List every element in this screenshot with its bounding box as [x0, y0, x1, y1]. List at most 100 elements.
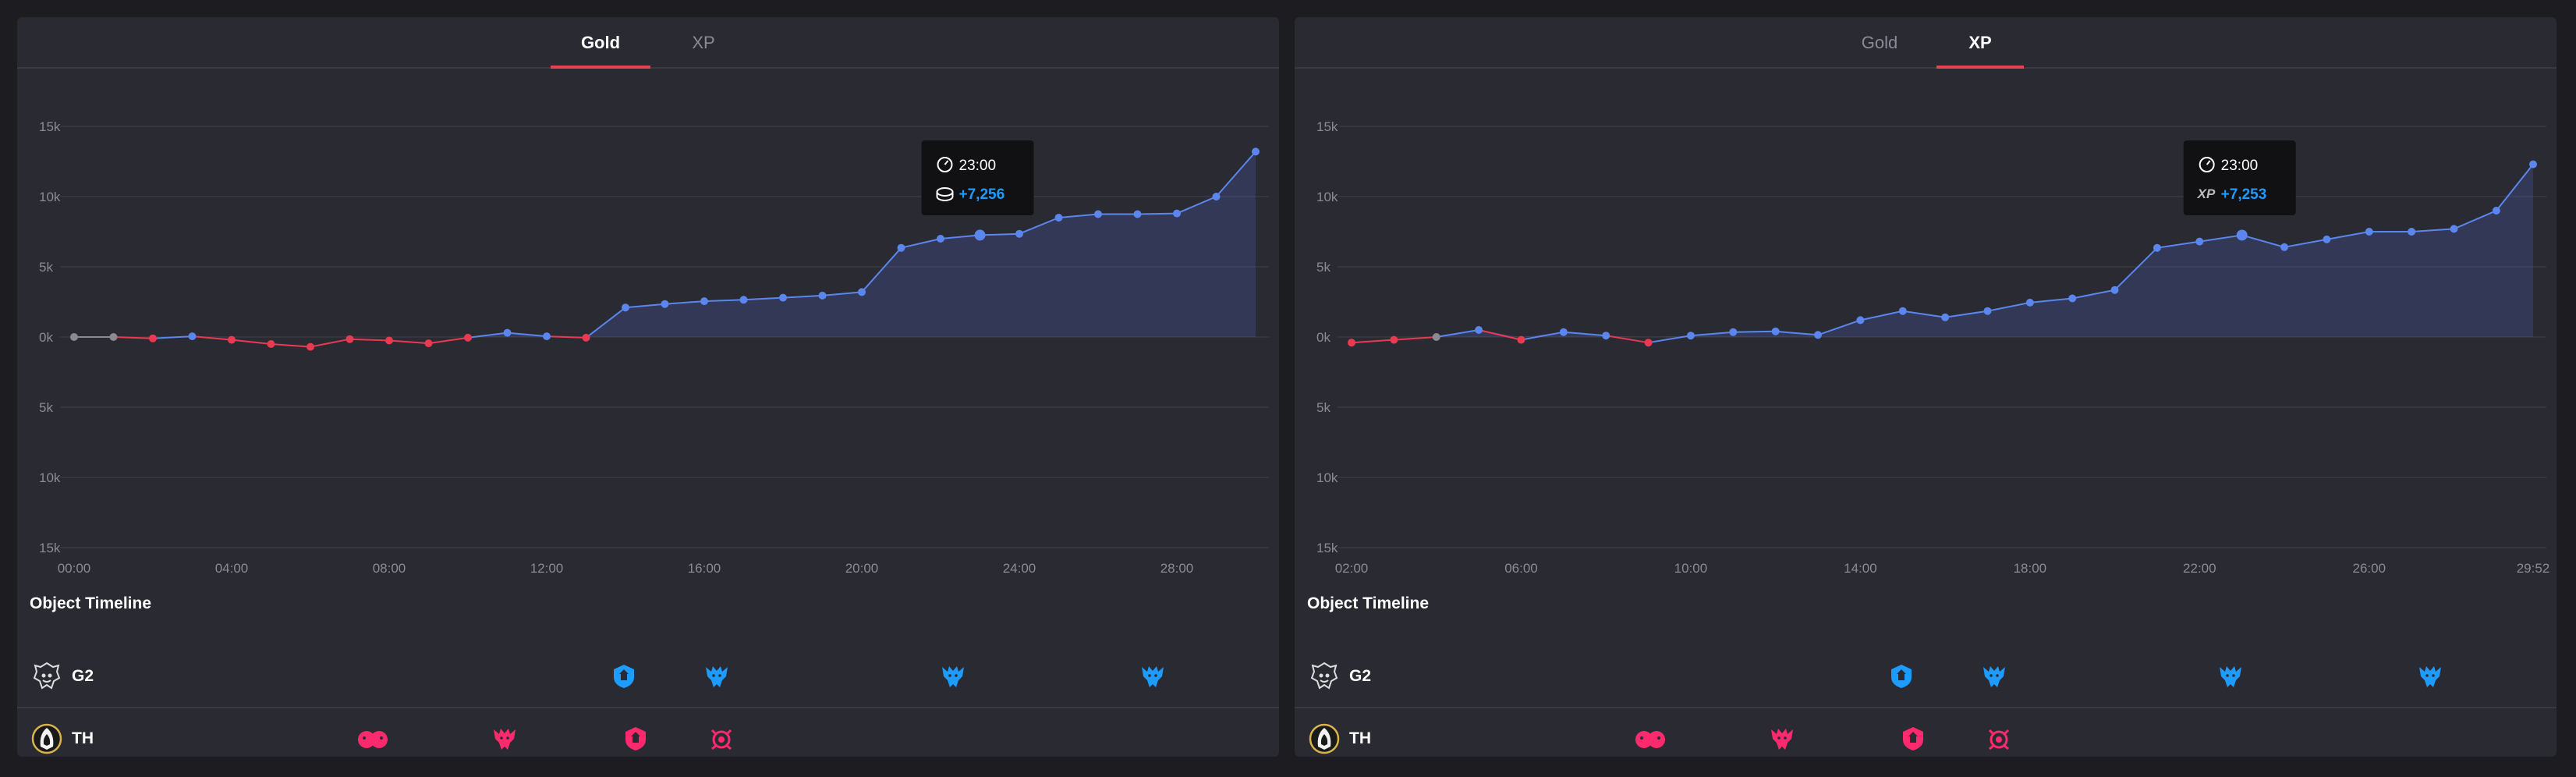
- herald-icon: [1988, 729, 2010, 750]
- object-timeline-title: Object Timeline: [1307, 594, 1429, 612]
- team-row-th: TH: [1295, 708, 2557, 757]
- data-point: [345, 335, 354, 343]
- data-point: [897, 243, 905, 252]
- dragon-icon: [1142, 666, 1164, 687]
- team-name-th: TH: [72, 729, 94, 747]
- data-point: [464, 333, 472, 342]
- series-line-segment: [2029, 297, 2073, 303]
- data-point: [267, 340, 275, 348]
- x-tick-label: 14:00: [1844, 561, 1877, 576]
- data-point: [1814, 331, 1823, 339]
- tooltip: 23:00 +7,256: [921, 140, 1034, 215]
- series-line-segment: [1137, 212, 1178, 215]
- tower-icon: [1903, 727, 1923, 750]
- tab-xp[interactable]: XP: [664, 17, 742, 67]
- coins-icon-stack: [936, 192, 954, 201]
- dragon-icon: [1771, 729, 1793, 750]
- series-line-segment: [2411, 228, 2454, 232]
- series-line-segment: [1351, 339, 1394, 344]
- x-tick-label: 10:00: [1674, 561, 1708, 576]
- y-tick-label: 5k: [39, 400, 53, 415]
- data-point: [1602, 332, 1610, 340]
- series-line-segment: [703, 299, 744, 303]
- data-point: [188, 332, 197, 341]
- tooltip-value: +7,253: [2221, 186, 2267, 203]
- series-line-segment: [1058, 213, 1099, 218]
- herald-icon: [710, 729, 732, 750]
- data-point: [582, 333, 590, 342]
- series-line-segment: [1215, 151, 1256, 197]
- positive-area: [74, 151, 1256, 337]
- tooltip: 23:00 XP +7,253: [2183, 140, 2296, 215]
- x-tick-label: 16:00: [688, 561, 721, 576]
- series-line-segment: [2241, 234, 2285, 248]
- data-point: [2365, 228, 2373, 236]
- series-line-segment: [664, 300, 705, 305]
- x-tick-label: 00:00: [58, 561, 91, 576]
- tooltip-box: [921, 140, 1034, 215]
- data-point: [1094, 210, 1102, 218]
- x-tick-label: 24:00: [1003, 561, 1036, 576]
- y-tick-label: 5k: [1316, 400, 1331, 415]
- series-line-segment: [546, 335, 586, 339]
- stopwatch-icon: [2199, 157, 2215, 172]
- x-tick-label: 06:00: [1504, 561, 1538, 576]
- series-line-segment: [980, 232, 1020, 236]
- series-line-segment: [1521, 331, 1564, 341]
- data-point: [1856, 316, 1865, 325]
- positive-area: [1352, 164, 2533, 337]
- data-point: [385, 336, 393, 345]
- data-point: [1133, 210, 1142, 218]
- tab-underline: [1936, 66, 2024, 69]
- x-tick-label: 28:00: [1160, 561, 1194, 576]
- data-point: [1054, 214, 1063, 222]
- series-line-segment: [585, 307, 626, 339]
- series-line-segment: [2199, 234, 2242, 243]
- tower-icon: [1891, 665, 1912, 688]
- tab-bar: Gold XP: [17, 17, 1279, 69]
- g2-logo-icon: [33, 662, 61, 690]
- y-tick-label: 10k: [39, 470, 61, 485]
- series-line-segment: [1606, 335, 1649, 344]
- dragon-icon: [942, 666, 964, 687]
- data-point: [2110, 286, 2119, 294]
- y-tick-label: 5k: [1316, 260, 1331, 275]
- y-tick-label: 5k: [39, 260, 53, 275]
- data-point: [543, 332, 551, 341]
- series-line-segment: [1563, 331, 1607, 337]
- y-tick-label: 10k: [1316, 190, 1338, 204]
- data-point: [779, 293, 787, 302]
- series-line-segment: [192, 335, 232, 341]
- tab-gold[interactable]: Gold: [1841, 17, 1919, 67]
- tooltip-value: +7,256: [959, 186, 1005, 203]
- data-point: [1983, 307, 1992, 315]
- data-point: [1475, 326, 1483, 334]
- th-logo-icon: [31, 723, 62, 754]
- grubs-icon: [358, 731, 388, 748]
- series-line-segment: [1775, 330, 1819, 336]
- y-tick-label: 15k: [39, 119, 61, 134]
- stopwatch-icon: [937, 157, 953, 172]
- data-point: [2280, 243, 2289, 251]
- xp-panel: Gold XP 15k 10k 5k 0k 5k 10k 15k 02:00 06:00 10:0…: [1295, 17, 2557, 757]
- gold-panel: Gold XP 15k 10k 5k 0k 5k 10k 15k 00:00 04:00 08:0…: [17, 17, 1279, 757]
- dragon-icon: [494, 729, 516, 750]
- series-line-segment: [152, 335, 193, 339]
- team-row-g2: G2: [17, 646, 1279, 708]
- highlight-point: [974, 229, 986, 241]
- data-point: [1252, 147, 1260, 156]
- data-point: [228, 335, 236, 344]
- data-point: [858, 288, 866, 296]
- tab-gold[interactable]: Gold: [551, 17, 650, 69]
- x-tick-label: 26:00: [2353, 561, 2386, 576]
- data-point: [2195, 237, 2204, 246]
- data-point: [109, 333, 118, 341]
- series-line-segment: [2284, 238, 2327, 248]
- x-tick-label: 18:00: [2014, 561, 2047, 576]
- tab-xp[interactable]: XP: [1936, 17, 2024, 69]
- object-timeline-title: Object Timeline: [30, 594, 151, 612]
- series-line-segment: [507, 332, 547, 338]
- xp-label-icon: XP: [2197, 186, 2216, 201]
- data-point: [937, 235, 944, 243]
- data-point: [1941, 313, 1950, 321]
